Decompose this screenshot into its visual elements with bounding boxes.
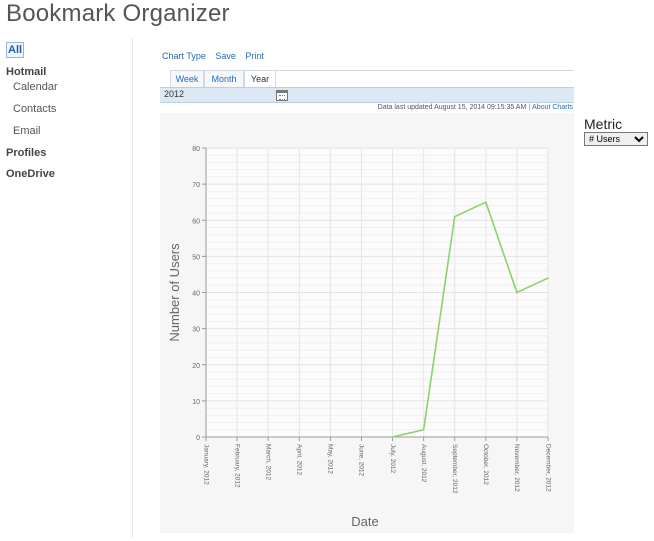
data-point <box>391 436 394 438</box>
x-tick-label: July, 2012 <box>389 444 396 474</box>
x-axis-title: Date <box>351 514 378 529</box>
y-tick-label: 40 <box>192 291 200 298</box>
last-updated-text: Data last updated August 15, 2014 09:15:… <box>377 104 527 111</box>
y-tick-label: 30 <box>192 327 200 334</box>
y-tick-label: 70 <box>192 182 200 189</box>
save-link[interactable]: Save <box>215 51 236 61</box>
sidebar-item-hotmail[interactable]: Hotmail <box>6 66 47 78</box>
users-series-line <box>392 201 549 438</box>
data-point <box>485 201 487 203</box>
tab-year[interactable]: Year <box>244 70 276 87</box>
chart-area: 0 10 20 30 40 50 60 70 80 January, 2012 February, … <box>160 113 574 533</box>
users-line-chart: 0 10 20 30 40 50 60 70 80 January, 2012 February, … <box>167 146 551 529</box>
data-point <box>422 428 425 431</box>
x-tick-label: December, 2012 <box>544 444 551 492</box>
tab-strip-filler <box>276 70 574 87</box>
metric-label: Metric <box>584 116 623 132</box>
sidebar-item-profiles[interactable]: Profiles <box>6 147 47 159</box>
tab-week[interactable]: Week <box>170 70 204 87</box>
chart-type-link[interactable]: Chart Type <box>162 51 206 61</box>
y-tick-label: 20 <box>192 363 200 370</box>
tab-month[interactable]: Month <box>204 70 244 87</box>
x-tick-label: May, 2012 <box>327 444 334 474</box>
y-tick-label: 60 <box>192 218 200 225</box>
x-tick-label: January, 2012 <box>202 444 209 485</box>
date-selector: 2012 <box>160 87 574 103</box>
x-tick-label: February, 2012 <box>233 444 240 488</box>
status-separator: | <box>528 104 531 111</box>
y-tick-label: 0 <box>196 435 200 442</box>
sidebar-item-email[interactable]: Email <box>13 125 41 137</box>
x-tick-label: March, 2012 <box>264 444 271 481</box>
last-updated-status: Data last updated August 15, 2014 09:15:… <box>378 104 573 111</box>
metric-select[interactable]: # Users <box>584 132 648 146</box>
x-tick-label: September, 2012 <box>451 444 458 494</box>
metric-panel: Metric # Users <box>584 116 648 146</box>
chart-toolbar: Chart Type Save Print <box>162 51 271 61</box>
x-tick-label: April, 2012 <box>296 444 303 475</box>
sidebar-item-contacts[interactable]: Contacts <box>13 103 57 115</box>
y-tick-label: 80 <box>192 146 200 153</box>
y-tick-label: 10 <box>192 399 200 406</box>
sidebar-item-all[interactable]: All <box>6 42 25 58</box>
date-value[interactable]: 2012 <box>164 89 185 99</box>
y-axis-title: Number of Users <box>167 243 182 342</box>
data-point <box>516 291 518 294</box>
calendar-icon[interactable] <box>276 90 288 101</box>
period-tabs: Week Month Year <box>170 70 574 87</box>
app-title: Bookmark Organizer <box>6 0 230 27</box>
print-link[interactable]: Print <box>245 51 264 61</box>
x-tick-label: October, 2012 <box>482 444 489 485</box>
sidebar: All Hotmail Calendar Contacts Email Prof… <box>0 38 133 538</box>
data-point <box>453 215 456 218</box>
x-tick-label: November, 2012 <box>513 444 520 492</box>
x-tick-label: August, 2012 <box>420 444 427 483</box>
y-tick-label: 50 <box>192 254 200 261</box>
sidebar-item-onedrive[interactable]: OneDrive <box>6 168 55 180</box>
data-point <box>547 277 549 279</box>
sidebar-item-calendar[interactable]: Calendar <box>13 81 58 93</box>
x-tick-label: June, 2012 <box>358 444 365 477</box>
about-charts-link[interactable]: About Charts <box>532 104 573 111</box>
